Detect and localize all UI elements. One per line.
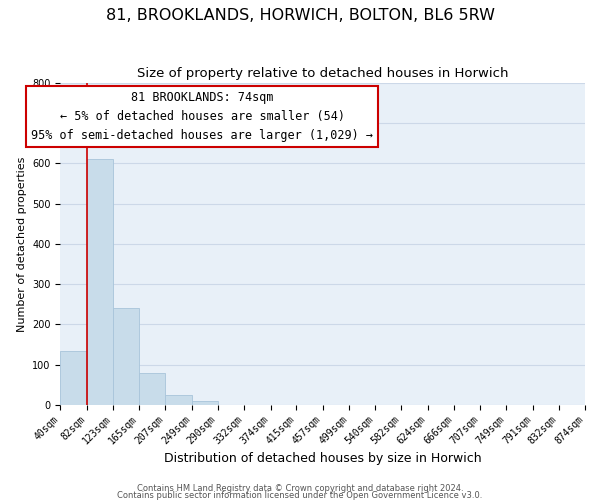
Bar (113, 308, 139, 404)
Bar (166, 396, 192, 404)
Text: Contains HM Land Registry data © Crown copyright and database right 2024.: Contains HM Land Registry data © Crown c… (137, 484, 463, 493)
Text: 81, BROOKLANDS, HORWICH, BOLTON, BL6 5RW: 81, BROOKLANDS, HORWICH, BOLTON, BL6 5RW (106, 8, 494, 22)
X-axis label: Distribution of detached houses by size in Horwich: Distribution of detached houses by size … (164, 452, 482, 465)
Y-axis label: Number of detached properties: Number of detached properties (17, 156, 26, 332)
Bar (61, 351, 87, 405)
Bar (87, 160, 113, 404)
Bar (192, 400, 218, 404)
Text: 81 BROOKLANDS: 74sqm
← 5% of detached houses are smaller (54)
95% of semi-detach: 81 BROOKLANDS: 74sqm ← 5% of detached ho… (31, 91, 373, 142)
Title: Size of property relative to detached houses in Horwich: Size of property relative to detached ho… (137, 68, 508, 80)
Text: Contains public sector information licensed under the Open Government Licence v3: Contains public sector information licen… (118, 491, 482, 500)
Bar (139, 374, 166, 404)
